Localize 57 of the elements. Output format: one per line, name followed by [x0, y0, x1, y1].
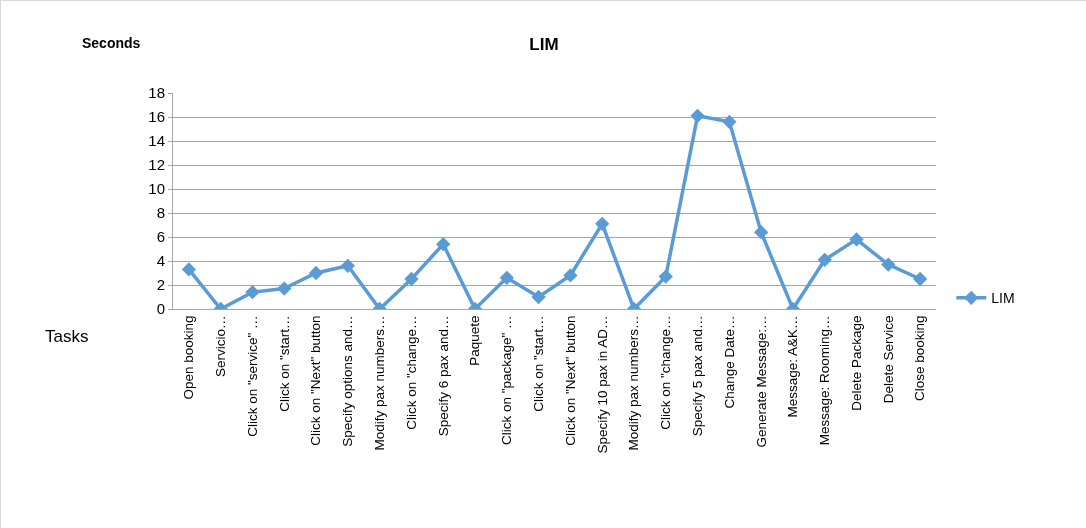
point [436, 237, 451, 252]
x-tick-label: Modify pax numbers… [372, 315, 388, 451]
x-tick-label: Message: Rooming… [817, 315, 833, 446]
point [817, 252, 832, 267]
x-tick-label: Change Date… [721, 315, 737, 409]
x-tick-label: Message: A&K… [785, 315, 801, 418]
x-tick-label: Click on "start… [276, 315, 292, 412]
x-tick-label: Click on "Next" button [562, 315, 578, 446]
point [754, 225, 769, 240]
point [563, 268, 578, 283]
x-tick-label: Specify 6 pax and… [435, 315, 451, 437]
y-axis-title: Seconds [82, 35, 141, 51]
x-axis-title: Tasks [45, 327, 89, 346]
x-tick-label: Specify options and… [340, 315, 356, 447]
x-tick-label: Paquete [467, 315, 483, 366]
point [181, 262, 197, 277]
legend-label: LIM [991, 290, 1015, 307]
x-tick-label: Click on "start… [530, 315, 546, 412]
x-tick-label: Click on "change… [658, 315, 674, 430]
y-tick-label: 8 [156, 204, 165, 222]
x-tick-label: Click on "Next" button [308, 315, 324, 446]
x-tick-label: Generate Message:… [753, 315, 769, 448]
y-tick-label: 14 [148, 132, 165, 150]
y-tick-label: 16 [148, 108, 165, 126]
x-tick-label: Delete Service [880, 315, 896, 404]
x-tick-label: Delete Package [848, 315, 864, 411]
y-tick-label: 10 [148, 180, 165, 198]
point [881, 257, 896, 272]
y-tick-label: 18 [148, 84, 165, 102]
point [499, 270, 514, 285]
y-tick-label: 4 [156, 252, 165, 270]
y-tick-label: 2 [156, 276, 165, 294]
x-tick-label: Specify 10 pax in AD… [594, 315, 610, 454]
point [245, 285, 260, 300]
point [690, 108, 705, 123]
point [912, 271, 928, 287]
x-tick-label: Servicio… [213, 315, 229, 377]
point [658, 269, 673, 284]
x-tick-label: Close booking [912, 315, 928, 401]
x-tick-label: Specify 5 pax and… [689, 315, 705, 437]
y-tick-label: 6 [156, 228, 165, 246]
x-tick-label: Open booking [181, 315, 197, 400]
point [404, 271, 419, 287]
x-tick-label: Click on "package" … [499, 315, 515, 446]
chart-title: LIM [529, 34, 559, 54]
x-tick-label: Click on "change… [403, 315, 419, 430]
point [277, 281, 292, 296]
point [595, 216, 610, 231]
point [340, 258, 355, 273]
point [722, 114, 737, 129]
y-tick-label: 0 [156, 300, 165, 318]
point [308, 265, 324, 281]
x-tick-label: Click on "service" … [244, 315, 260, 437]
point [849, 232, 864, 247]
y-tick-label: 12 [148, 156, 165, 174]
x-tick-label: Modify pax numbers… [626, 315, 642, 451]
point [531, 289, 546, 305]
